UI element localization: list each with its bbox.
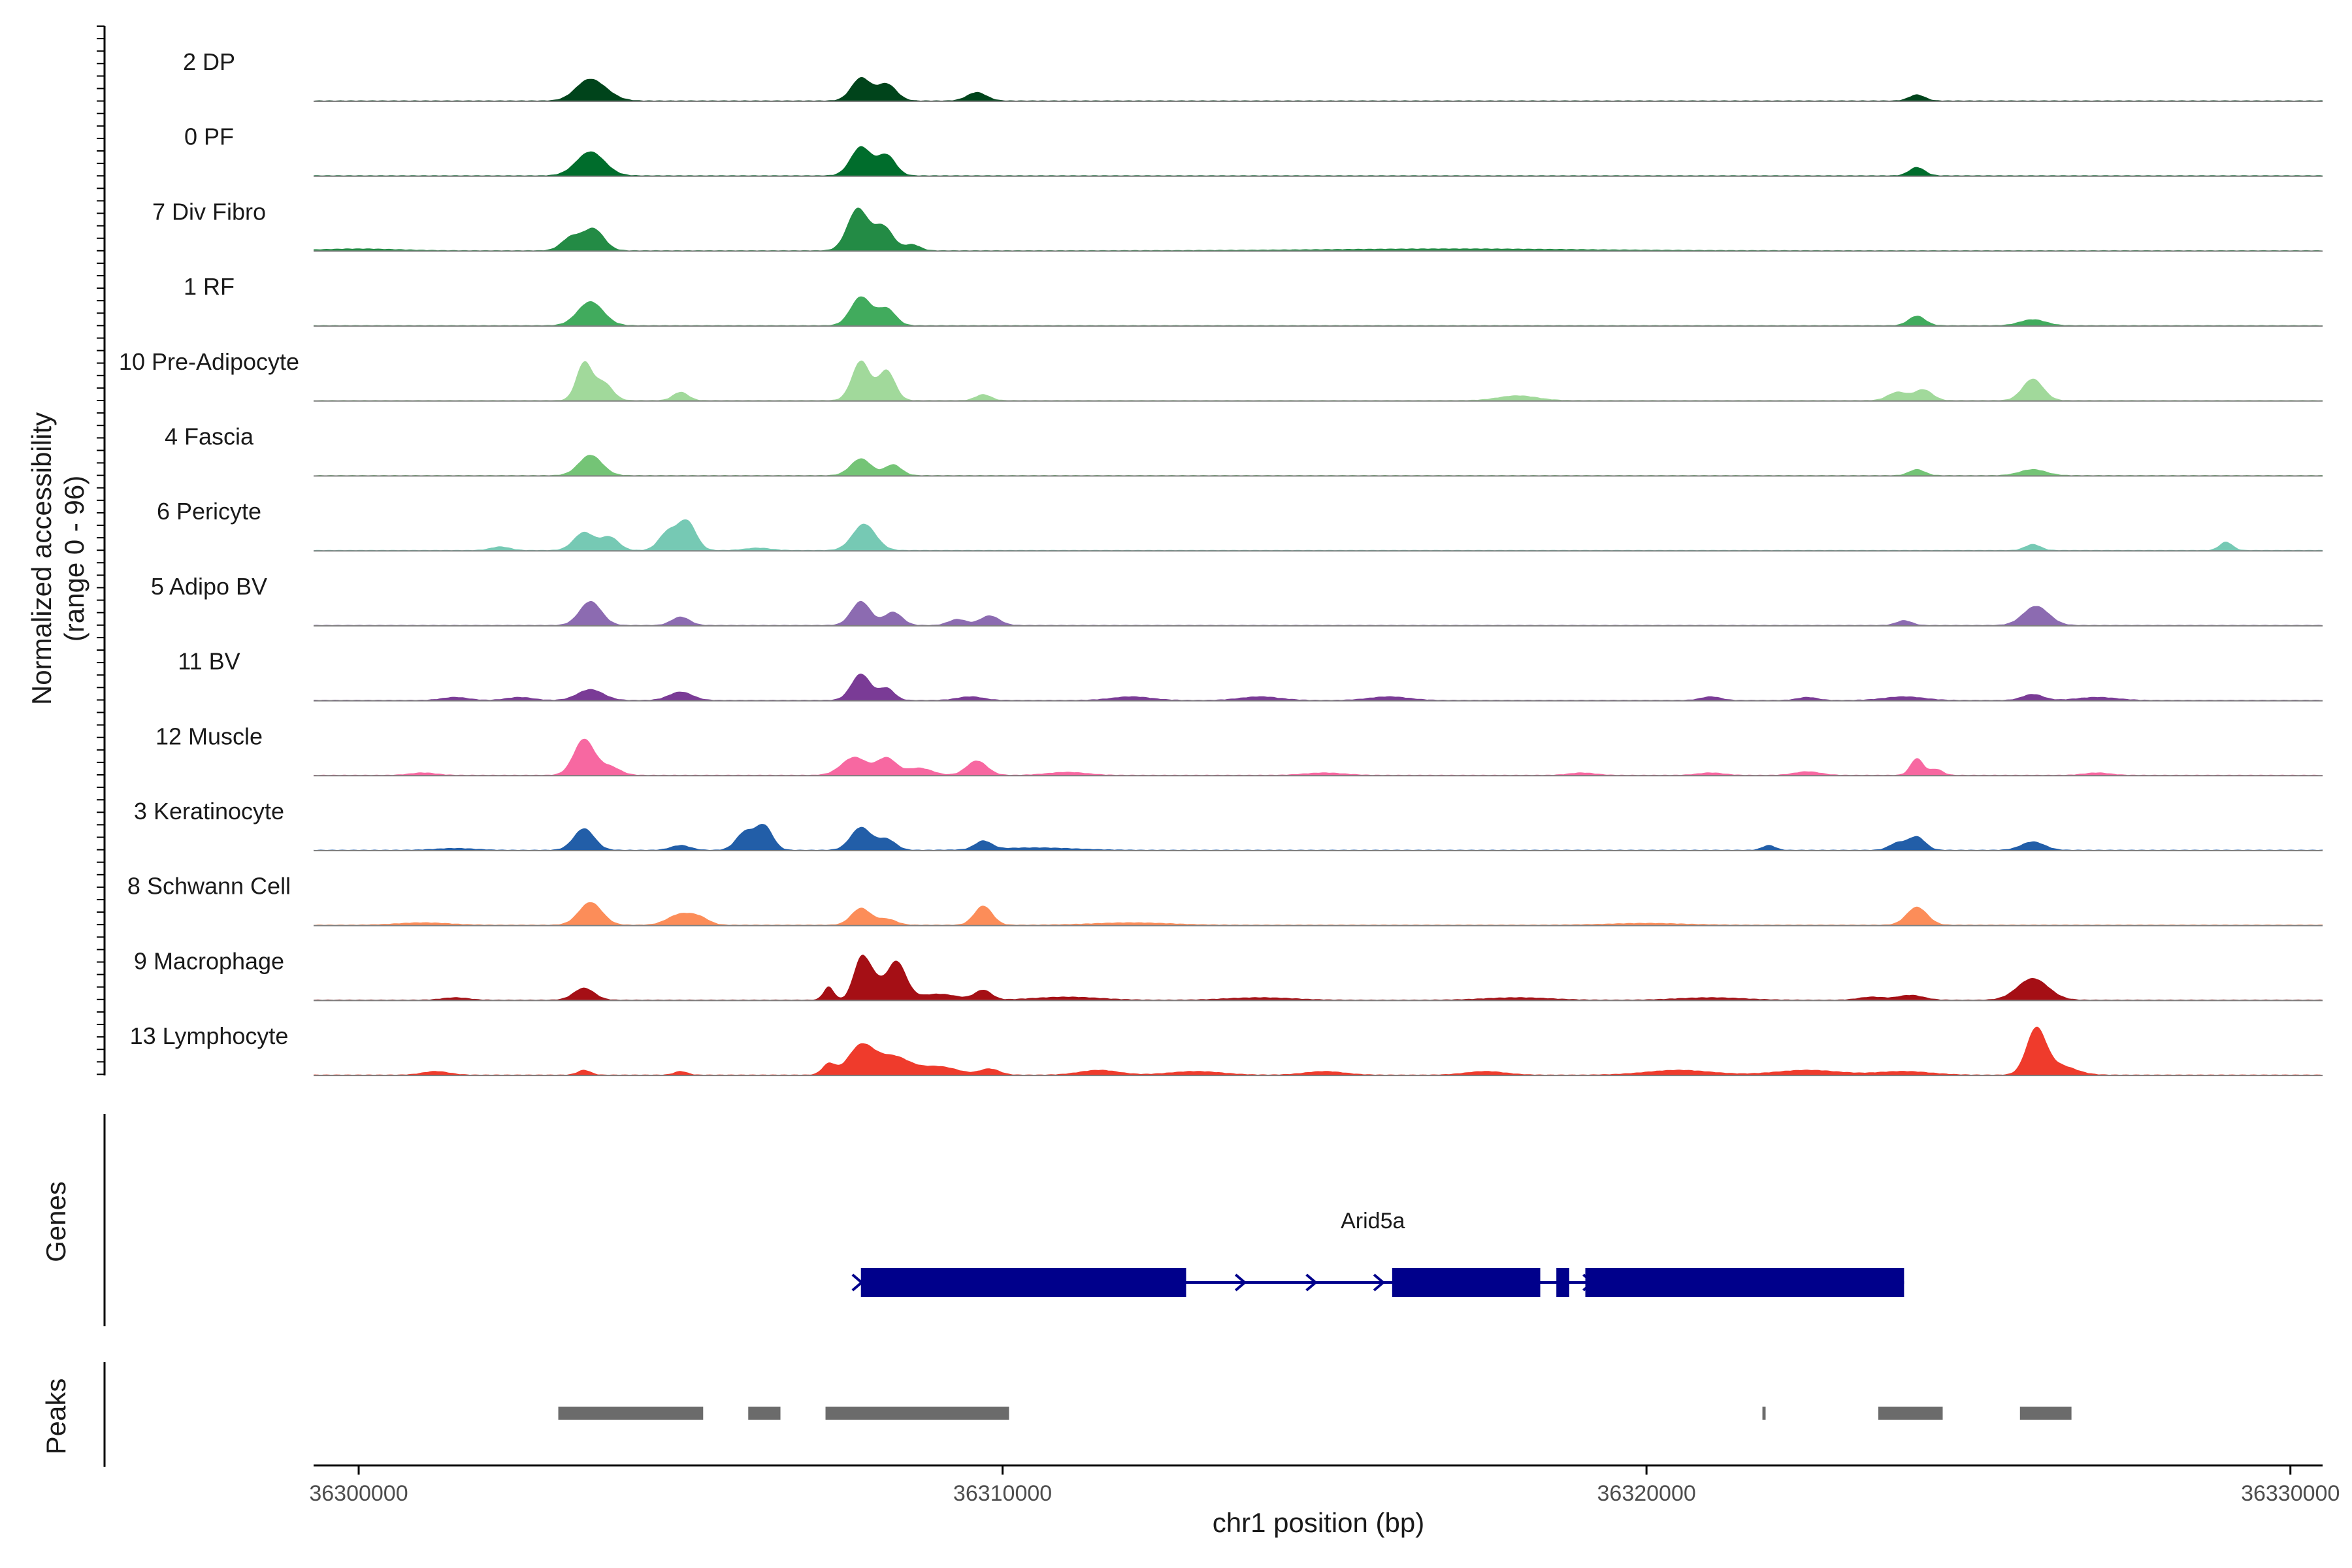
track-9: 11 BV — [178, 648, 2323, 702]
coverage-area — [314, 902, 2323, 926]
track-8: 5 Adipo BV — [151, 573, 2323, 627]
gene-exon — [1392, 1268, 1541, 1297]
gene-exon — [860, 1268, 1186, 1297]
peak-region — [2019, 1407, 2072, 1420]
coverage-area — [314, 146, 2323, 176]
track-label: 5 Adipo BV — [151, 573, 267, 600]
track-label: 6 Pericyte — [157, 498, 261, 525]
gene-exon — [1556, 1268, 1569, 1297]
track-4: 1 RF — [184, 273, 2323, 327]
peak-region — [1762, 1407, 1766, 1420]
accessibility-tracks: 2 DP 0 PF 7 Div Fibro 1 RF 10 Pre-Adipocyte 4… — [97, 25, 2323, 1077]
coverage-area — [314, 955, 2323, 1001]
x-tick-label: 36330000 — [2241, 1481, 2340, 1506]
coverage-area — [314, 360, 2323, 401]
track-label: 2 DP — [183, 48, 235, 75]
peak-region — [558, 1407, 704, 1420]
peak-region — [825, 1407, 1009, 1420]
strand-arrow-icon — [1234, 1273, 1247, 1292]
y-axis-label-line2: (range 0 - 96) — [59, 476, 90, 642]
coverage-area — [314, 1026, 2323, 1076]
y-axis-label-line1: Normalized accessibility — [26, 412, 57, 705]
track-label: 3 Keratinocyte — [134, 798, 284, 825]
strand-arrow-icon — [1305, 1273, 1318, 1292]
strand-arrow-icon — [1582, 1273, 1595, 1292]
peak-region — [1878, 1407, 1943, 1420]
track-13: 9 Macrophage — [134, 947, 2323, 1002]
coverage-area — [314, 207, 2323, 252]
peaks-panel-label: Peaks — [41, 1379, 71, 1455]
genes-panel-label: Genes — [41, 1181, 71, 1262]
coverage-area — [314, 600, 2323, 626]
coverage-area — [314, 296, 2323, 327]
track-5: 10 Pre-Adipocyte — [119, 348, 2323, 402]
gene-panel: Arid5a — [103, 1114, 1904, 1326]
x-tick-label: 36320000 — [1597, 1481, 1696, 1506]
track-label: 4 Fascia — [165, 423, 254, 450]
track-label: 13 Lymphocyte — [130, 1022, 289, 1049]
track-3: 7 Div Fibro — [152, 198, 2323, 252]
coverage-area — [314, 674, 2323, 701]
track-11: 3 Keratinocyte — [134, 798, 2323, 851]
track-label: 11 BV — [178, 648, 240, 675]
x-tick-label: 36310000 — [953, 1481, 1052, 1506]
track-1: 2 DP — [183, 48, 2323, 102]
peak-region — [748, 1407, 781, 1420]
gene-exon — [1585, 1268, 1904, 1297]
strand-arrow-icon — [851, 1273, 864, 1292]
track-label: 1 RF — [184, 273, 235, 300]
strand-arrow-icon — [1373, 1273, 1386, 1292]
coverage-area — [314, 519, 2323, 551]
track-label: 0 PF — [184, 123, 234, 150]
x-axis: 36300000 36310000 36320000 36330000 — [309, 1464, 2340, 1506]
coverage-area — [314, 824, 2323, 851]
track-label: 12 Muscle — [155, 723, 263, 749]
track-label: 9 Macrophage — [134, 947, 284, 974]
gene-name: Arid5a — [1341, 1209, 1405, 1233]
track-label: 10 Pre-Adipocyte — [119, 348, 299, 375]
coverage-area — [314, 76, 2323, 101]
x-axis-label: chr1 position (bp) — [1213, 1507, 1425, 1538]
track-label: 8 Schwann Cell — [127, 873, 291, 900]
track-label: 7 Div Fibro — [152, 198, 266, 225]
peak-panel — [103, 1362, 2072, 1467]
x-tick-label: 36300000 — [309, 1481, 408, 1506]
track-6: 4 Fascia — [165, 423, 2323, 477]
track-10: 12 Muscle — [155, 723, 2323, 777]
coverage-area — [314, 738, 2323, 776]
coverage-area — [314, 455, 2323, 476]
track-7: 6 Pericyte — [157, 498, 2323, 552]
track-12: 8 Schwann Cell — [127, 873, 2323, 926]
track-2: 0 PF — [184, 123, 2323, 177]
track-14: 13 Lymphocyte — [130, 1022, 2323, 1077]
